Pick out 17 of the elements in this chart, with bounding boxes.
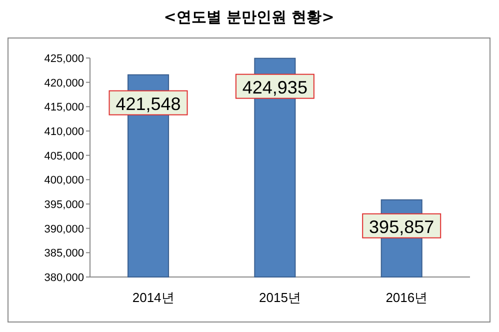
data-label: 424,935 [242,77,308,98]
y-tick-label: 420,000 [44,77,84,90]
y-tick-label: 400,000 [44,174,84,187]
chart-title: <연도별 분만인원 현황> [164,8,334,26]
y-tick-label: 380,000 [44,272,84,284]
y-tick-label: 405,000 [44,150,84,162]
data-label: 395,857 [369,216,434,237]
x-tick-label: 2014년 [132,290,174,305]
x-tick-label: 2015년 [259,290,301,305]
y-tick-label: 385,000 [44,248,84,260]
y-tick-label: 390,000 [44,223,84,236]
y-tick-label: 410,000 [44,126,84,138]
y-tick-label: 425,000 [44,53,84,65]
y-tick-label: 395,000 [44,199,84,211]
x-tick-label: 2016년 [386,290,428,305]
data-label: 421,548 [116,94,181,114]
y-tick-label: 415,000 [44,102,84,114]
